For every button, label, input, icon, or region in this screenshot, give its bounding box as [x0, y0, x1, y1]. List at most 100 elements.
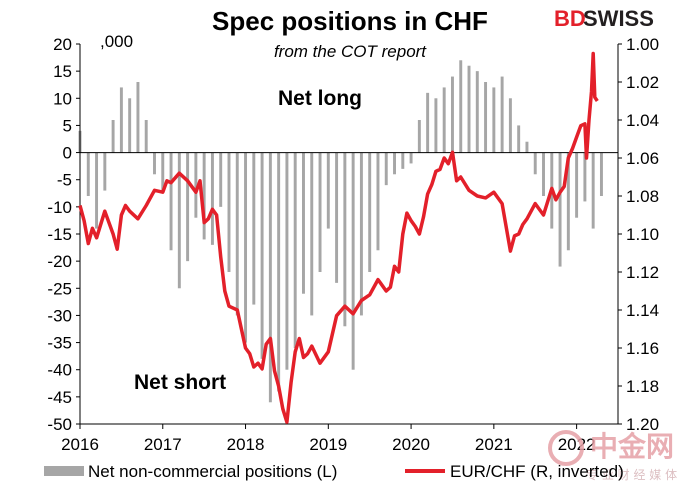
bar — [285, 152, 289, 370]
x-tick-label: 2016 — [61, 435, 99, 454]
right-tick-label: 1.20 — [626, 415, 659, 434]
x-tick-label: 2018 — [227, 435, 265, 454]
right-tick-label: 1.00 — [626, 35, 659, 54]
bar — [517, 125, 521, 153]
bar — [343, 152, 347, 327]
bar — [426, 92, 430, 153]
bar — [384, 152, 388, 186]
bar — [450, 76, 454, 153]
left-tick-label: -10 — [47, 198, 72, 217]
bar — [500, 76, 504, 153]
bar — [268, 152, 272, 403]
bar — [434, 98, 438, 153]
bar — [533, 152, 537, 175]
bar — [169, 152, 173, 251]
bar — [252, 152, 256, 305]
left-tick-label: 20 — [53, 35, 72, 54]
bar — [376, 152, 380, 251]
right-tick-label: 1.10 — [626, 225, 659, 244]
bar — [194, 152, 198, 218]
x-tick-label: 2021 — [475, 435, 513, 454]
plot-area: 20 15 10 5 0 -5 -10 -15 -20 -25 -30 -35 -40 -45 -50 1.0… — [47, 35, 659, 454]
bar — [583, 152, 587, 202]
bar — [591, 152, 595, 229]
bar — [111, 120, 115, 153]
right-tick-label: 1.14 — [626, 301, 659, 320]
left-tick-label: -25 — [47, 279, 72, 298]
bar — [467, 65, 471, 153]
x-tick-label: 2020 — [392, 435, 430, 454]
right-tick-label: 1.18 — [626, 377, 659, 396]
bar — [484, 82, 488, 153]
bar — [566, 152, 570, 251]
bar — [351, 152, 355, 370]
bar — [186, 152, 190, 262]
bar — [525, 141, 529, 153]
bar — [210, 152, 214, 245]
right-tick-label: 1.02 — [626, 73, 659, 92]
bar — [144, 120, 148, 153]
bar — [177, 152, 181, 289]
left-tick-label: -40 — [47, 361, 72, 380]
right-tick-label: 1.06 — [626, 149, 659, 168]
bar — [244, 152, 248, 343]
left-tick-label: -50 — [47, 415, 72, 434]
bar — [558, 152, 562, 267]
bar — [359, 152, 363, 316]
bar — [318, 152, 322, 272]
bar — [475, 71, 479, 153]
left-tick-label: 5 — [63, 116, 72, 135]
annotation-net-short: Net short — [134, 371, 226, 394]
x-tick-label: 2022 — [558, 435, 596, 454]
bar — [542, 152, 545, 196]
bar — [95, 152, 99, 229]
bdswiss-logo: BD SWISS — [554, 6, 654, 31]
bar — [153, 152, 156, 175]
bar — [508, 98, 512, 153]
left-tick-label: -30 — [47, 306, 72, 325]
bar — [409, 152, 413, 164]
bar — [335, 152, 339, 283]
left-tick-label: -20 — [47, 252, 72, 271]
legend: Net non-commercial positions (L) EUR/CHF… — [44, 462, 624, 481]
left-tick-label: -45 — [47, 388, 72, 407]
watermark-text: 中金网 — [590, 430, 674, 463]
legend-bar-swatch — [44, 466, 84, 476]
legend-line-label: EUR/CHF (R, inverted) — [450, 462, 624, 481]
bar — [103, 152, 107, 191]
legend-bar-label: Net non-commercial positions (L) — [88, 462, 337, 481]
bar — [393, 152, 396, 175]
bar — [401, 152, 405, 169]
left-tick-label: -5 — [57, 171, 72, 190]
watermark-subtext: 专 业 财 经 媒 体 — [586, 467, 677, 482]
bar — [368, 152, 372, 272]
bar — [260, 152, 264, 359]
watermark: 中金网 专 业 财 经 媒 体 — [548, 430, 677, 482]
bar — [227, 152, 231, 272]
chart-subtitle: from the COT report — [274, 42, 427, 61]
bar — [442, 87, 446, 153]
bar — [293, 152, 297, 348]
right-tick-label: 1.08 — [626, 187, 659, 206]
right-tick-label: 1.12 — [626, 263, 659, 282]
logo-bd-text: BD — [554, 6, 586, 31]
chart-title: Spec positions in CHF — [212, 6, 488, 36]
bar — [119, 87, 123, 153]
bar — [161, 152, 165, 191]
x-tick-label: 2017 — [144, 435, 182, 454]
bar — [310, 152, 314, 316]
bar — [136, 82, 140, 153]
bar — [235, 152, 239, 316]
left-tick-label: 10 — [53, 89, 72, 108]
watermark-logo-icon — [548, 430, 584, 466]
bar — [417, 120, 421, 153]
bar — [128, 98, 132, 153]
left-tick-label: 0 — [63, 144, 72, 163]
annotation-net-long: Net long — [278, 87, 362, 110]
right-tick-label: 1.04 — [626, 111, 659, 130]
bar — [302, 152, 305, 294]
bar — [599, 152, 603, 196]
bar — [277, 152, 281, 392]
unit-label: ,000 — [100, 32, 133, 51]
